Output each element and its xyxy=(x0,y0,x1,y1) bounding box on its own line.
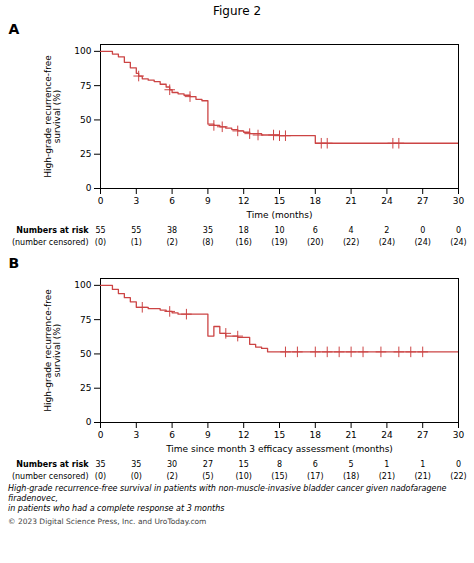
svg-text:Time (months): Time (months) xyxy=(246,210,313,220)
svg-text:15: 15 xyxy=(239,460,249,469)
svg-text:(10): (10) xyxy=(235,472,251,481)
html-text:Figure 2: Figure 2 xyxy=(213,4,261,18)
svg-text:10: 10 xyxy=(274,226,284,235)
svg-text:6: 6 xyxy=(169,196,175,206)
svg-text:55: 55 xyxy=(95,226,105,235)
html-text:© 2023 Digital Science Press,: © 2023 Digital Science Press, Inc. and U… xyxy=(8,517,207,526)
svg-text:75: 75 xyxy=(80,81,91,91)
svg-text:(1): (1) xyxy=(131,238,142,247)
svg-text:(24): (24) xyxy=(379,238,395,247)
svg-text:18: 18 xyxy=(310,196,322,206)
svg-text:30: 30 xyxy=(167,460,177,469)
svg-text:100: 100 xyxy=(74,46,91,56)
svg-text:A: A xyxy=(9,21,20,37)
svg-text:18: 18 xyxy=(239,226,249,235)
svg-text:0: 0 xyxy=(86,183,92,193)
svg-text:21: 21 xyxy=(345,196,356,206)
svg-text:High-grade recurrence-freesurv: High-grade recurrence-freesurvival (%) xyxy=(43,289,62,412)
svg-text:(16): (16) xyxy=(235,238,251,247)
svg-text:High-grade recurrence-freesurv: High-grade recurrence-freesurvival (%) xyxy=(43,55,62,178)
svg-text:50: 50 xyxy=(80,349,92,359)
svg-text:1: 1 xyxy=(384,460,389,469)
svg-text:(0): (0) xyxy=(95,238,106,247)
svg-text:21: 21 xyxy=(345,430,356,440)
svg-text:6: 6 xyxy=(313,460,318,469)
svg-text:(8): (8) xyxy=(202,238,213,247)
svg-text:(18): (18) xyxy=(343,472,359,481)
html-text:in patients who had a complete: in patients who had a complete response … xyxy=(8,504,225,513)
svg-text:0: 0 xyxy=(98,430,104,440)
svg-text:B: B xyxy=(9,255,20,271)
svg-text:(number censored): (number censored) xyxy=(12,238,89,247)
svg-text:12: 12 xyxy=(238,430,249,440)
svg-text:24: 24 xyxy=(381,430,393,440)
svg-text:30: 30 xyxy=(453,196,465,206)
svg-text:(24): (24) xyxy=(414,238,430,247)
svg-text:9: 9 xyxy=(205,196,211,206)
svg-text:(0): (0) xyxy=(95,472,106,481)
svg-text:(21): (21) xyxy=(414,472,430,481)
svg-text:(17): (17) xyxy=(307,472,323,481)
svg-text:Numbers at risk: Numbers at risk xyxy=(16,460,89,469)
svg-text:0: 0 xyxy=(86,417,92,427)
svg-text:50: 50 xyxy=(80,115,92,125)
svg-text:15: 15 xyxy=(274,430,285,440)
svg-text:24: 24 xyxy=(381,196,393,206)
svg-text:27: 27 xyxy=(417,196,428,206)
svg-text:6: 6 xyxy=(169,430,175,440)
svg-text:3: 3 xyxy=(133,196,139,206)
svg-text:(0): (0) xyxy=(131,472,142,481)
svg-text:(15): (15) xyxy=(271,472,287,481)
svg-text:(22): (22) xyxy=(450,472,466,481)
svg-text:27: 27 xyxy=(203,460,213,469)
svg-text:25: 25 xyxy=(80,149,91,159)
svg-text:(2): (2) xyxy=(166,472,177,481)
svg-text:(21): (21) xyxy=(379,472,395,481)
svg-text:25: 25 xyxy=(80,383,91,393)
svg-text:18: 18 xyxy=(310,430,322,440)
svg-text:35: 35 xyxy=(203,226,213,235)
svg-text:35: 35 xyxy=(95,460,105,469)
svg-text:8: 8 xyxy=(277,460,282,469)
svg-text:100: 100 xyxy=(74,280,91,290)
svg-text:12: 12 xyxy=(238,196,249,206)
svg-text:15: 15 xyxy=(274,196,285,206)
svg-text:Time since month 3 efficacy as: Time since month 3 efficacy assessment (… xyxy=(165,444,393,454)
svg-text:75: 75 xyxy=(80,315,91,325)
svg-text:38: 38 xyxy=(167,226,177,235)
svg-text:35: 35 xyxy=(131,460,141,469)
svg-text:55: 55 xyxy=(131,226,141,235)
svg-text:(24): (24) xyxy=(450,238,466,247)
svg-text:1: 1 xyxy=(420,460,425,469)
svg-text:Numbers at risk: Numbers at risk xyxy=(16,226,89,235)
svg-text:5: 5 xyxy=(349,460,354,469)
html-text:High-grade recurrence-free sur: High-grade recurrence-free survival in p… xyxy=(8,484,447,503)
svg-text:0: 0 xyxy=(420,226,425,235)
svg-text:(2): (2) xyxy=(166,238,177,247)
svg-text:0: 0 xyxy=(456,460,461,469)
svg-text:(22): (22) xyxy=(343,238,359,247)
svg-text:6: 6 xyxy=(313,226,318,235)
svg-text:4: 4 xyxy=(349,226,354,235)
svg-text:30: 30 xyxy=(453,430,465,440)
svg-text:3: 3 xyxy=(133,430,139,440)
svg-text:(5): (5) xyxy=(202,472,213,481)
svg-text:(number censored): (number censored) xyxy=(12,472,89,481)
svg-text:2: 2 xyxy=(384,226,389,235)
svg-text:0: 0 xyxy=(98,196,104,206)
svg-text:0: 0 xyxy=(456,226,461,235)
svg-text:9: 9 xyxy=(205,430,211,440)
svg-text:(20): (20) xyxy=(307,238,323,247)
svg-text:(19): (19) xyxy=(271,238,287,247)
svg-text:27: 27 xyxy=(417,430,428,440)
